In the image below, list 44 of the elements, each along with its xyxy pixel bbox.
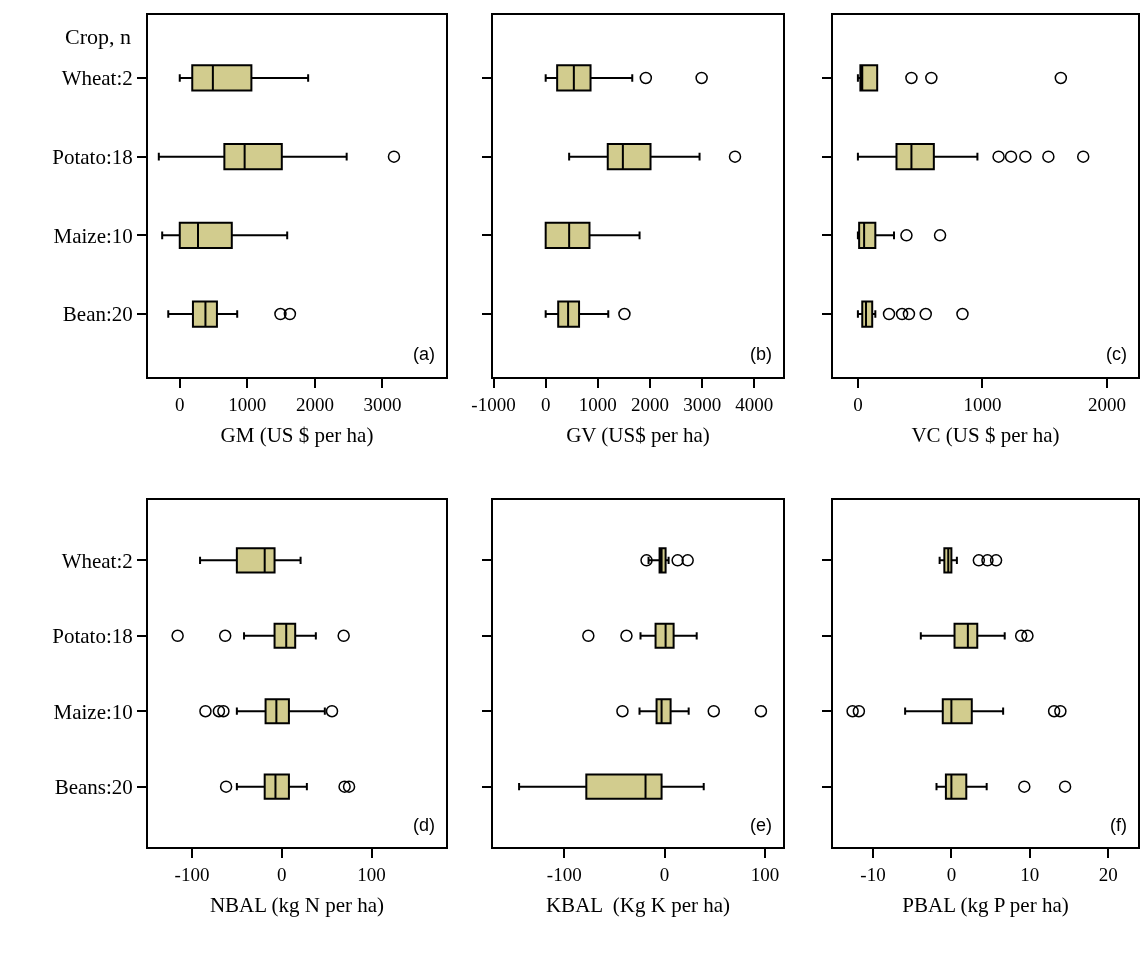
x-tick-label: 100 [750,863,780,885]
y-tick-label: Wheat:2 [61,66,133,91]
y-axis-title: Crop, n [65,24,131,49]
x-tick-label: 2000 [1087,393,1126,415]
annotation: (f) [1110,815,1127,835]
x-axis-title: PBAL (kg P per ha) [902,893,1069,918]
y-tick-label: Bean:20 [62,302,133,327]
y-tick-label: Potato:18 [52,145,133,169]
x-tick-label: 0 [540,393,551,415]
x-tick-label: -1000 [471,393,516,415]
x-tick-label: -100 [174,863,210,885]
x-tick-label: 4000 [735,393,774,415]
x-tick-label: 0 [175,393,185,415]
annotation: (d) [413,815,435,835]
x-tick-label: 0 [659,863,670,885]
y-tick-label: Wheat:2 [61,548,133,573]
x-tick-label: 3000 [363,393,402,415]
y-tick-label: Maize:10 [53,699,133,724]
y-tick-label: Maize:10 [53,223,133,248]
annotation: (c) [1106,344,1127,364]
x-tick-label: 2000 [295,393,334,415]
y-tick-label: Beans:20 [54,775,133,799]
annotation: (a) [413,344,435,364]
x-tick-label: 20 [1098,863,1118,885]
x-axis-title: KBAL (Kg K per ha) [545,893,731,918]
x-tick-label: 10 [1020,863,1040,885]
annotation: (e) [750,815,772,835]
x-axis-title: GM (US $ per ha) [220,423,374,448]
x-tick-label: 1000 [963,393,1002,415]
x-tick-label: 0 [946,863,957,885]
x-tick-label: 0 [853,393,863,415]
x-tick-label: 1000 [228,393,267,415]
x-axis-title: VC (US $ per ha) [911,423,1060,448]
x-tick-label: 1000 [578,393,617,415]
x-axis-title: GV (US$ per ha) [566,423,710,448]
y-tick-label: Potato:18 [52,624,133,649]
annotation: (b) [750,344,772,364]
x-tick-label: 0 [276,863,287,885]
x-tick-label: -10 [860,863,886,885]
x-axis-title: NBAL (kg N per ha) [209,893,385,918]
x-tick-label: 100 [357,863,386,885]
x-tick-label: 2000 [631,393,669,415]
x-tick-label: 3000 [683,393,722,415]
x-tick-label: -100 [546,863,582,885]
